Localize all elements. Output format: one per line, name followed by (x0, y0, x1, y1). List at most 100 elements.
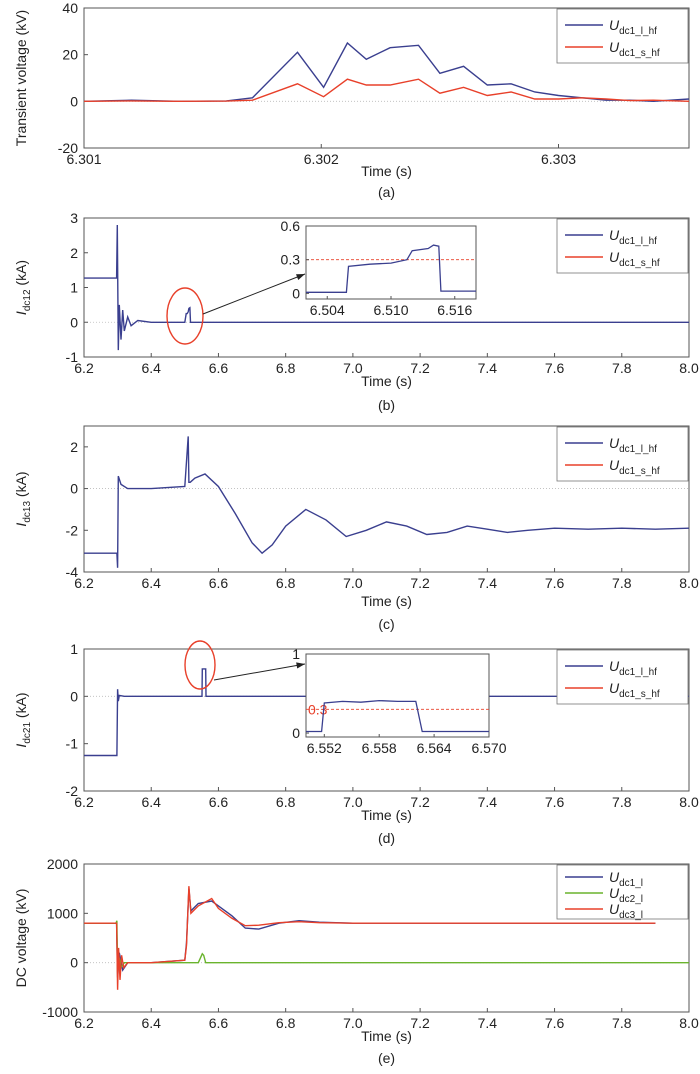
x-axis-label: Time (s) (361, 593, 412, 609)
inset-y-tick-label: 0.6 (281, 218, 301, 234)
y-tick-label: 40 (62, 0, 78, 16)
zoom-arrowhead (296, 274, 305, 280)
legend-label-sub: dc1_l_hf (619, 236, 657, 247)
zoom-arrow (202, 273, 306, 315)
inset-series-line (306, 244, 476, 293)
legend-label-main: U (609, 457, 620, 473)
legend-label-sub: dc1_s_hf (619, 689, 660, 700)
inset-x-tick-label: 6.570 (471, 740, 506, 756)
chart-panel-e: 6.2 6.4 6.6 6.8 7.0 7.2 7.4 7.6 7.8 8.0 -1000 0 1000… (13, 856, 699, 1066)
x-tick-label: 6.303 (541, 151, 576, 167)
y-axis-label: Idc13 (kA) (13, 471, 33, 526)
x-tick-label: 6.2 (74, 360, 94, 376)
legend-label-main: U (609, 227, 620, 243)
zoom-arrowhead (296, 662, 305, 669)
x-tick-label: 6.2 (74, 1015, 94, 1031)
y-label-sub: dc12 (22, 289, 33, 311)
x-tick-label: 7.6 (545, 794, 565, 810)
x-tick-label: 6.6 (209, 575, 229, 591)
zoom-arrow (213, 663, 306, 681)
y-tick-label: -1000 (42, 1004, 78, 1020)
series-line-dc1_l_hf (84, 668, 689, 757)
legend-label: Udc1_s_hf (609, 39, 660, 59)
legend-label-sub: dc2_l (619, 894, 643, 905)
inset-x-tick-label: 6.510 (373, 302, 408, 318)
y-tick-label: 1000 (47, 905, 78, 921)
legend-box (556, 8, 689, 64)
x-tick-label: 7.2 (410, 1015, 430, 1031)
legend-label: Udc3_l (609, 901, 643, 921)
x-tick-label: 7.2 (410, 794, 430, 810)
panel-caption: (b) (378, 397, 395, 413)
x-tick-label: 6.4 (141, 360, 161, 376)
legend-label-main: U (609, 885, 620, 901)
inset-x-tick-label: 6.564 (417, 740, 452, 756)
x-tick-label: 7.8 (612, 1015, 632, 1031)
y-label-unit: (kA) (13, 260, 29, 290)
panel-caption: (d) (378, 830, 395, 846)
y-tick-label: 2 (70, 245, 78, 261)
series-line-dc1_l_hf (84, 224, 689, 351)
y-tick-label: 1 (70, 641, 78, 657)
legend-label: Udc1_s_hf (609, 457, 660, 477)
x-tick-label: 7.0 (343, 794, 363, 810)
y-tick-label: 3 (70, 210, 78, 226)
x-tick-label: 6.6 (209, 794, 229, 810)
y-tick-label: -4 (66, 564, 79, 580)
x-axis-label: Time (s) (361, 1028, 412, 1044)
inset-y-tick-label: 0 (292, 285, 300, 301)
legend-label: Udc2_l (609, 885, 643, 905)
x-tick-label: 6.301 (66, 151, 101, 167)
legend: Udc1_l_hf Udc1_s_hf (556, 218, 689, 274)
legend-label-main: U (609, 869, 620, 885)
legend-label-main: U (609, 17, 620, 33)
y-tick-label: 0 (70, 93, 78, 109)
legend-label-sub: dc1_l_hf (619, 667, 657, 678)
legend-label-main: U (609, 658, 620, 674)
legend-label: Udc1_s_hf (609, 249, 660, 269)
y-tick-label: 0 (70, 314, 78, 330)
x-tick-label: 6.4 (141, 575, 161, 591)
x-tick-label: 6.4 (141, 794, 161, 810)
x-tick-label: 6.6 (209, 360, 229, 376)
y-tick-label: 0 (70, 481, 78, 497)
y-label-sub: dc13 (22, 501, 33, 523)
panel-caption: (a) (378, 184, 395, 200)
x-tick-label: 6.8 (276, 575, 296, 591)
x-tick-label: 7.0 (343, 360, 363, 376)
y-tick-label: 2 (70, 439, 78, 455)
x-tick-label: 7.6 (545, 360, 565, 376)
inset-y-tick-label: 0.3 (281, 252, 301, 268)
inset-y-tick-label: 1 (292, 646, 300, 662)
y-tick-label: 0 (70, 955, 78, 971)
inset-x-tick-label: 6.558 (362, 740, 397, 756)
x-axis-label: Time (s) (361, 807, 412, 823)
y-axis-label: Idc21 (kA) (13, 692, 33, 747)
series-line-dc1_l_hf (84, 436, 689, 568)
zoom-circle (184, 640, 216, 690)
inset-y-tick-label: 0 (292, 725, 300, 741)
legend-box (556, 864, 689, 920)
legend-label-sub: dc1_s_hf (619, 466, 660, 477)
y-label-sub: dc21 (22, 722, 33, 744)
legend-label: Udc1_l_hf (609, 17, 657, 37)
x-tick-label: 7.6 (545, 1015, 565, 1031)
x-tick-label: 6.8 (276, 794, 296, 810)
legend-label-sub: dc3_l (619, 910, 643, 921)
y-tick-label: -20 (58, 140, 78, 156)
y-label-unit: (kA) (13, 471, 29, 501)
y-tick-label: 2000 (47, 856, 78, 872)
y-tick-label: -1 (66, 349, 79, 365)
y-label-main: I (13, 523, 29, 527)
x-tick-label: 7.0 (343, 1015, 363, 1031)
x-tick-label: 6.8 (276, 360, 296, 376)
legend-label-sub: dc1_l (619, 878, 643, 889)
inset-x-tick-label: 6.552 (307, 740, 342, 756)
y-tick-label: -2 (66, 783, 79, 799)
legend-label: Udc1_l (609, 869, 643, 889)
